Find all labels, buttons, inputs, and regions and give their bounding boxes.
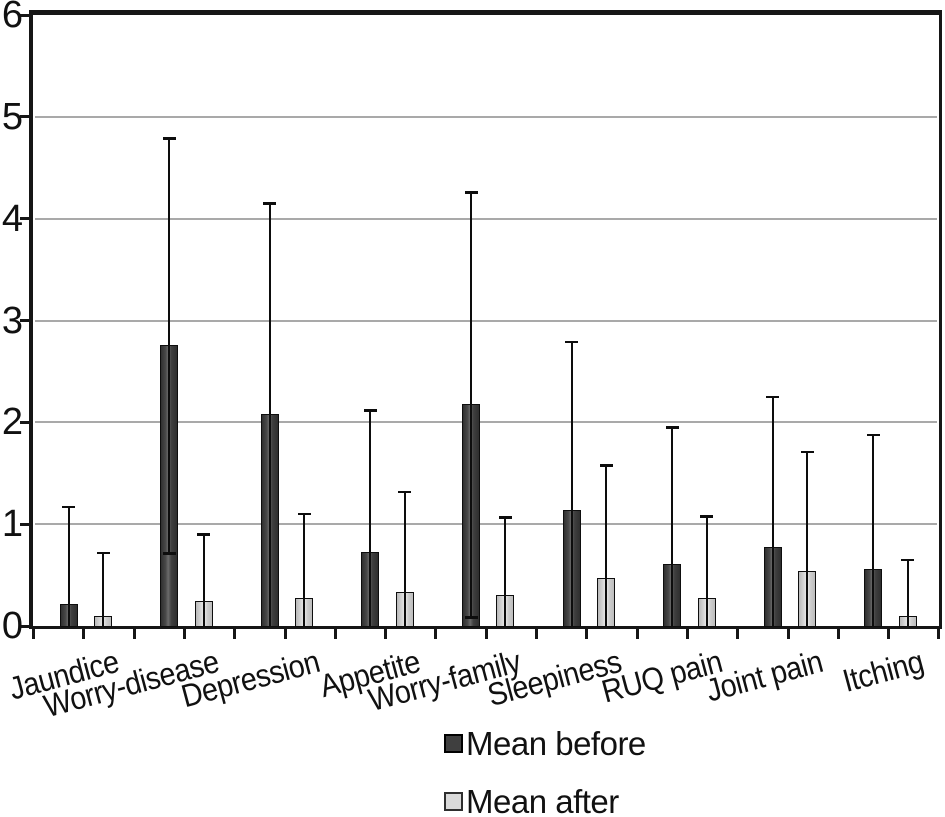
error-bar-mean-after-appetite [403,491,406,626]
error-cap-top-mean-before-worry-disease [162,137,176,140]
gridline-4 [35,217,937,220]
error-bar-mean-after-joint-pain [806,451,809,626]
error-cap-top-mean-before-depression [263,202,277,205]
error-cap-top-mean-after-joint-pain [800,450,814,454]
error-bar-mean-after-itching [906,559,909,626]
error-bar-mean-before-jaundice [67,506,70,626]
x-tick-8 [434,626,438,639]
y-tick-0 [20,624,33,628]
y-tick-1 [20,522,33,526]
error-bar-mean-before-appetite [369,410,372,626]
x-tick-4 [233,626,237,639]
error-cap-top-mean-after-ruq-pain [700,515,714,518]
x-tick-10 [535,626,538,639]
error-bar-mean-after-ruq-pain [705,516,708,626]
gridline-2 [35,421,937,424]
error-bar-mean-before-itching [872,434,875,626]
x-tick-11 [585,626,589,639]
error-bar-mean-before-sleepiness [570,341,573,626]
legend-item-mean-before: Mean before [444,727,646,760]
error-cap-bottom-mean-before-worry-family [464,616,478,619]
gridline-5 [35,115,937,118]
x-tick-15 [786,626,790,639]
y-axis-label-2: 2 [1,401,23,444]
error-cap-bottom-mean-before-worry-disease [162,552,176,555]
error-cap-top-mean-after-depression [297,512,311,516]
x-tick-13 [685,626,689,639]
y-tick-3 [20,319,33,322]
x-label-joint-pain: Joint pain [702,643,827,709]
y-axis-label-6: 6 [1,0,23,36]
x-tick-6 [333,626,337,639]
error-bar-mean-after-depression [303,513,306,626]
error-cap-top-mean-before-worry-family [464,191,478,194]
x-tick-1 [82,626,86,639]
error-bar-mean-before-ruq-pain [671,427,674,626]
x-tick-0 [32,626,35,639]
x-tick-2 [132,626,136,639]
legend-item-mean-after: Mean after [444,785,619,817]
x-tick-7 [384,626,388,639]
y-tick-4 [20,217,33,221]
error-cap-top-mean-after-jaundice [96,551,110,555]
x-label-itching: Itching [838,643,927,699]
x-tick-14 [736,626,740,639]
legend-swatch-mean-before-icon [444,734,463,753]
error-bar-mean-before-worry-family [470,192,472,618]
error-cap-top-mean-before-sleepiness [565,340,579,344]
error-bar-mean-before-joint-pain [771,396,774,626]
gridline-1 [35,523,937,526]
gridline-3 [35,319,937,322]
error-cap-top-mean-before-joint-pain [766,395,780,399]
y-axis-label-1: 1 [1,503,23,546]
x-tick-17 [887,626,891,639]
error-cap-top-mean-before-ruq-pain [665,426,679,429]
x-tick-12 [635,626,639,639]
error-bar-mean-after-worry-disease [202,534,205,626]
legend-label-mean-before: Mean before [466,725,646,762]
error-bar-mean-before-worry-disease [168,138,171,554]
x-tick-5 [283,626,287,639]
error-cap-top-mean-after-worry-disease [197,533,211,536]
error-bar-mean-after-jaundice [102,552,104,626]
error-bar-mean-after-sleepiness [605,465,607,626]
x-tick-9 [484,626,488,639]
error-cap-top-mean-after-worry-family [498,516,512,519]
error-cap-top-mean-before-jaundice [62,505,76,509]
y-axis-label-3: 3 [1,299,23,342]
y-axis-label-5: 5 [1,95,23,138]
y-tick-2 [20,420,33,424]
error-bar-mean-after-worry-family [504,517,507,626]
y-tick-5 [20,115,33,119]
error-cap-top-mean-after-appetite [398,490,412,494]
y-axis-label-4: 4 [1,197,23,240]
legend-swatch-mean-after-icon [444,792,463,811]
x-tick-18 [937,626,941,639]
legend-label-mean-after: Mean after [466,783,619,817]
error-cap-top-mean-before-appetite [363,409,377,412]
error-cap-top-mean-after-itching [901,558,915,562]
y-tick-6 [20,13,33,17]
x-tick-16 [836,626,840,639]
error-cap-top-mean-after-sleepiness [599,464,613,467]
error-bar-mean-before-depression [268,203,271,626]
error-cap-top-mean-before-itching [866,433,880,437]
y-axis-label-0: 0 [1,605,23,647]
x-tick-3 [182,626,186,639]
